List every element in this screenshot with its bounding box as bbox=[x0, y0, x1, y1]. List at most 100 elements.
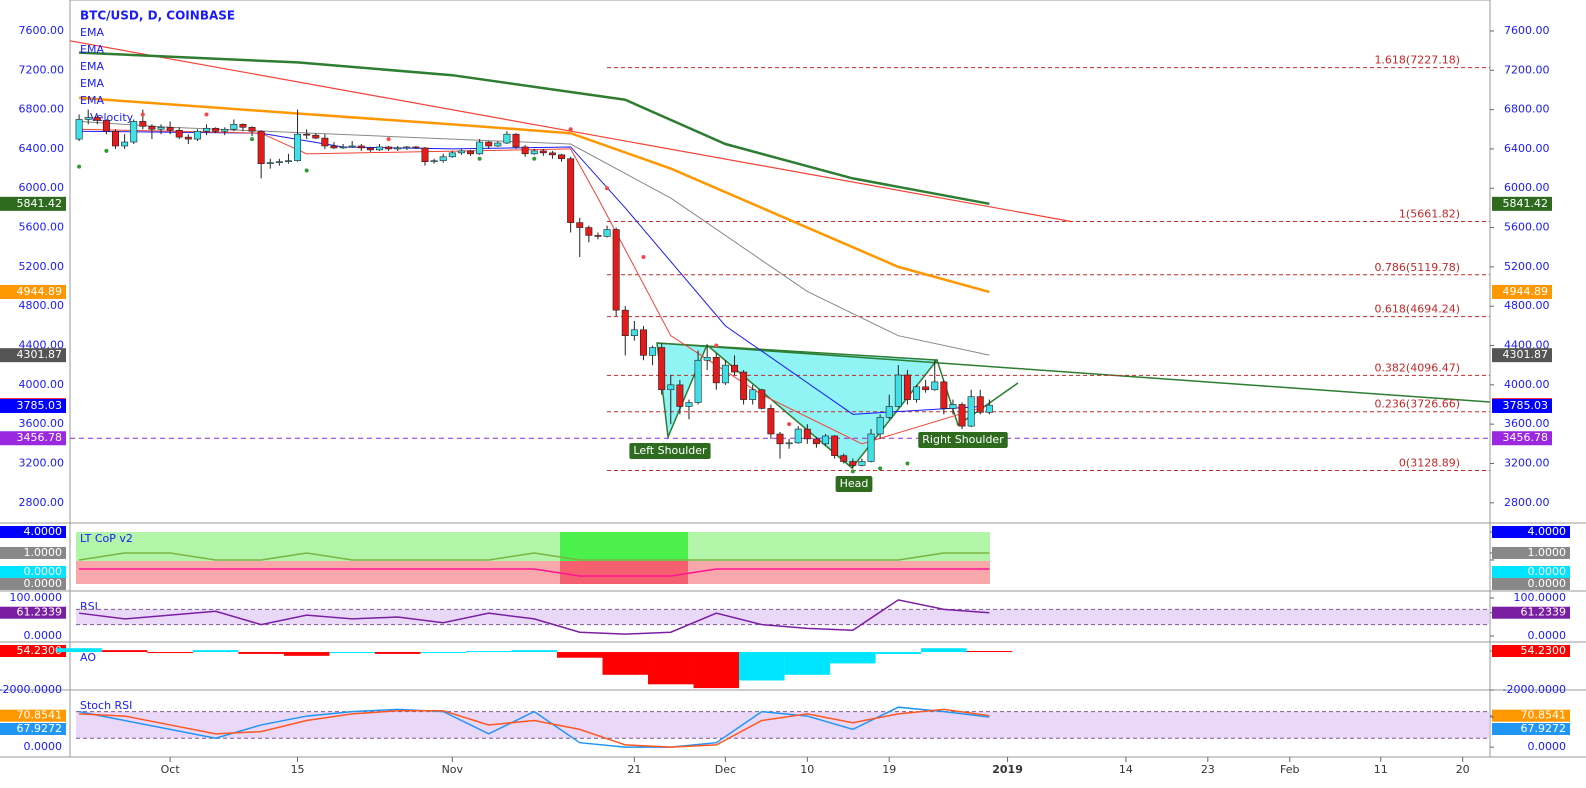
panel-title: Stoch RSI bbox=[80, 699, 132, 712]
candle-body bbox=[494, 142, 502, 147]
y-tick-label: 0.0000 bbox=[1528, 740, 1567, 753]
price-label: 4301.87 bbox=[1503, 348, 1549, 361]
candle-body bbox=[257, 130, 265, 164]
candle-body bbox=[621, 309, 629, 336]
candle-body bbox=[303, 133, 311, 136]
candle-body bbox=[376, 146, 383, 151]
y-tick-label: 5200.00 bbox=[19, 260, 65, 273]
y-tick-label: 70.8541 bbox=[17, 709, 63, 722]
tick-label-box bbox=[0, 546, 66, 559]
y-tick-label: 1.0000 bbox=[1528, 546, 1567, 559]
velocity-dot bbox=[641, 255, 646, 260]
y-tick-label: 4.0000 bbox=[24, 525, 63, 538]
lt-zone-strong-red bbox=[560, 561, 688, 584]
ao-bar bbox=[147, 652, 193, 654]
y-tick-label: 0.0000 bbox=[24, 577, 63, 590]
y-tick-label: 6000.00 bbox=[1504, 181, 1550, 194]
velocity-dot bbox=[905, 461, 910, 466]
velocity-dot bbox=[787, 422, 792, 427]
candle-body bbox=[740, 371, 748, 400]
price-label: 5841.42 bbox=[1503, 197, 1549, 210]
candle-body bbox=[512, 133, 520, 148]
y-tick-label: 0.0000 bbox=[24, 629, 63, 642]
y-tick-label: 6400.00 bbox=[1504, 142, 1550, 155]
y-tick-label: -2000.0000 bbox=[1503, 683, 1566, 696]
velocity-dot bbox=[605, 186, 610, 191]
candle-body bbox=[694, 359, 702, 403]
tick-label-box bbox=[1492, 606, 1570, 619]
ao-bar bbox=[875, 652, 922, 654]
candle-body bbox=[803, 428, 811, 440]
candle-body bbox=[102, 120, 110, 132]
x-tick-label: 19 bbox=[882, 763, 896, 776]
x-tick-label: 2019 bbox=[992, 763, 1023, 776]
velocity-dot bbox=[568, 127, 573, 132]
tick-label-box bbox=[0, 577, 66, 590]
price-label: 4944.89 bbox=[1503, 285, 1549, 298]
tick-label-box bbox=[0, 644, 66, 657]
velocity-dot bbox=[250, 137, 255, 142]
price-label: 3785.03 bbox=[17, 399, 63, 412]
candle-body bbox=[767, 408, 775, 435]
lt-zone-red bbox=[76, 561, 990, 584]
candle-body bbox=[812, 438, 820, 445]
tick-label-box bbox=[0, 526, 66, 539]
price-label: 5841.42 bbox=[17, 197, 63, 210]
annotation: Head bbox=[840, 477, 869, 490]
candle-body bbox=[949, 404, 957, 409]
velocity-dot bbox=[714, 343, 719, 348]
ao-bar bbox=[101, 650, 148, 653]
ao-bar bbox=[465, 651, 512, 653]
y-tick-label: 70.8541 bbox=[1521, 709, 1567, 722]
candle-body bbox=[630, 329, 638, 336]
candle-body bbox=[703, 357, 711, 361]
price-label: 3456.78 bbox=[17, 431, 63, 444]
legend: BTC/USD, D, COINBASE bbox=[80, 9, 235, 23]
candle-body bbox=[649, 347, 657, 356]
velocity-dot bbox=[532, 156, 537, 161]
candle-body bbox=[831, 435, 839, 456]
candle-body bbox=[858, 461, 866, 466]
candle-body bbox=[330, 145, 338, 149]
candle-body bbox=[385, 146, 393, 150]
fib-label: 0.618(4694.24) bbox=[1374, 303, 1460, 316]
legend-entry: EMA bbox=[80, 43, 104, 56]
candle-body bbox=[157, 126, 165, 130]
price-label: 4944.89 bbox=[17, 285, 63, 298]
y-tick-label: 4800.00 bbox=[1504, 299, 1550, 312]
indicator-line bbox=[79, 568, 990, 577]
candle-body bbox=[467, 150, 474, 155]
candle-body bbox=[221, 128, 229, 132]
x-tick-label: Dec bbox=[715, 763, 736, 776]
candle-body bbox=[913, 386, 921, 400]
annotation-box bbox=[835, 476, 873, 492]
y-tick-label: 1.0000 bbox=[24, 546, 63, 559]
candle-body bbox=[685, 402, 693, 407]
y-tick-label: 7600.00 bbox=[1504, 24, 1550, 37]
price-label-box bbox=[1492, 196, 1552, 211]
y-tick-label: 61.2339 bbox=[1521, 606, 1567, 619]
candle-body bbox=[785, 442, 793, 445]
candle-body bbox=[112, 130, 119, 147]
candle-body bbox=[712, 357, 720, 384]
candle-body bbox=[594, 235, 602, 237]
x-tick-label: 20 bbox=[1456, 763, 1470, 776]
fib-label: 0.382(4096.47) bbox=[1374, 361, 1460, 374]
x-tick-label: 11 bbox=[1374, 763, 1388, 776]
price-label-box bbox=[0, 284, 66, 299]
candle-body bbox=[894, 374, 902, 407]
x-tick-label: Feb bbox=[1280, 763, 1299, 776]
candle-body bbox=[75, 119, 83, 140]
candle-body bbox=[139, 121, 147, 127]
candle-body bbox=[521, 146, 529, 155]
candle-body bbox=[184, 136, 192, 140]
indicator-line bbox=[78, 552, 990, 561]
candle-body bbox=[448, 152, 456, 158]
ao-bar bbox=[966, 650, 1013, 653]
y-tick-label: 5600.00 bbox=[19, 221, 65, 234]
candle-body bbox=[275, 161, 283, 164]
candle-body bbox=[885, 406, 893, 418]
ao-bar bbox=[693, 652, 740, 689]
candle-body bbox=[503, 133, 511, 144]
